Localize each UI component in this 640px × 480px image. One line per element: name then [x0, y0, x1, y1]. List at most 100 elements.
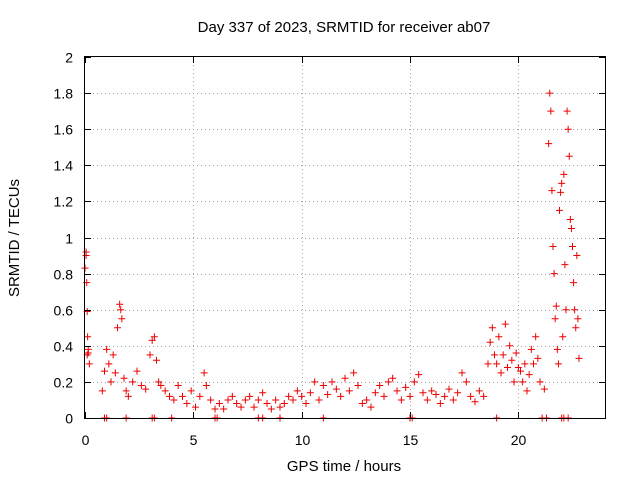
data-point [514, 363, 522, 371]
data-point [174, 382, 182, 390]
data-point [302, 400, 310, 408]
data-point [497, 369, 505, 377]
data-point [561, 261, 569, 269]
data-point [575, 354, 583, 362]
data-point [419, 389, 427, 397]
data-point [564, 125, 572, 133]
data-point [157, 382, 165, 390]
data-point [345, 387, 353, 395]
data-point [445, 385, 453, 393]
data-point [101, 367, 108, 375]
data-point [358, 400, 366, 408]
data-point [117, 306, 125, 314]
data-point [84, 349, 92, 357]
data-point [179, 392, 186, 400]
data-point [410, 378, 418, 386]
data-point [454, 389, 462, 397]
data-point [569, 243, 576, 251]
data-point [389, 374, 397, 382]
axis-ticks: 00.20.40.60.811.21.41.61.820 5 10 15 20 [54, 50, 605, 448]
data-point [548, 187, 556, 195]
x-tick-label: 20 [511, 432, 527, 448]
data-point [233, 400, 241, 408]
data-point [423, 396, 431, 404]
data-point [289, 396, 297, 404]
data-point [207, 396, 215, 404]
data-point [551, 315, 559, 323]
data-point [332, 385, 340, 393]
data-point [98, 387, 106, 395]
data-point [432, 391, 440, 399]
data-point [183, 400, 191, 408]
data-point [107, 378, 115, 386]
data-point [570, 279, 578, 287]
data-point [467, 392, 475, 400]
data-point [512, 349, 520, 357]
data-point [272, 396, 280, 404]
grid-lines [85, 57, 605, 418]
data-point [328, 378, 336, 386]
data-point [293, 387, 301, 395]
y-tick-label: 0 [65, 411, 73, 427]
data-point [458, 369, 466, 377]
data-point [133, 367, 141, 375]
data-point [276, 403, 284, 411]
data-point [393, 387, 401, 395]
x-axis-label: GPS time / hours [287, 458, 401, 475]
data-point [241, 396, 249, 404]
data-point [549, 243, 557, 251]
data-point [220, 405, 228, 413]
data-point [574, 315, 582, 323]
data-point [471, 398, 479, 406]
x-tick-label: 15 [403, 432, 419, 448]
data-point [161, 387, 169, 395]
data-point [200, 369, 208, 377]
y-tick-label: 1.6 [54, 122, 74, 138]
data-point [436, 400, 444, 408]
data-point [306, 389, 314, 397]
data-point [150, 333, 158, 341]
y-tick-label: 1.4 [54, 158, 74, 174]
data-point [122, 387, 130, 395]
data-point [521, 360, 529, 368]
data-point [120, 374, 128, 382]
data-point [267, 405, 275, 413]
data-point [475, 387, 483, 395]
data-point [517, 367, 524, 375]
data-point [566, 215, 574, 223]
data-point [187, 387, 195, 395]
data-point [501, 320, 509, 328]
data-point [510, 378, 518, 386]
data-point [449, 396, 457, 404]
data-point [103, 345, 111, 353]
data-point [263, 400, 271, 408]
data-point [550, 270, 558, 278]
data-point [556, 206, 563, 214]
data-point [111, 369, 119, 377]
data-point [486, 338, 494, 346]
data-point [488, 324, 496, 332]
y-tick-label: 0.4 [54, 339, 74, 355]
data-point [480, 392, 488, 400]
data-point [224, 396, 232, 404]
y-tick-label: 2 [65, 50, 73, 66]
data-point [285, 392, 293, 400]
data-point [82, 252, 90, 260]
data-point [153, 356, 160, 364]
data-point [311, 378, 319, 386]
y-tick-label: 0.8 [54, 267, 74, 283]
data-point [462, 378, 470, 386]
data-point [196, 392, 204, 400]
data-point [567, 224, 575, 232]
data-point [532, 333, 540, 341]
data-point [109, 351, 117, 359]
chart-title: Day 337 of 2023, SRMTID for receiver ab0… [198, 19, 491, 36]
data-point [246, 392, 254, 400]
data-point [146, 351, 154, 359]
data-point [166, 392, 173, 400]
data-point [337, 392, 345, 400]
data-point [354, 382, 362, 390]
data-point [441, 392, 449, 400]
data-point [554, 360, 562, 368]
